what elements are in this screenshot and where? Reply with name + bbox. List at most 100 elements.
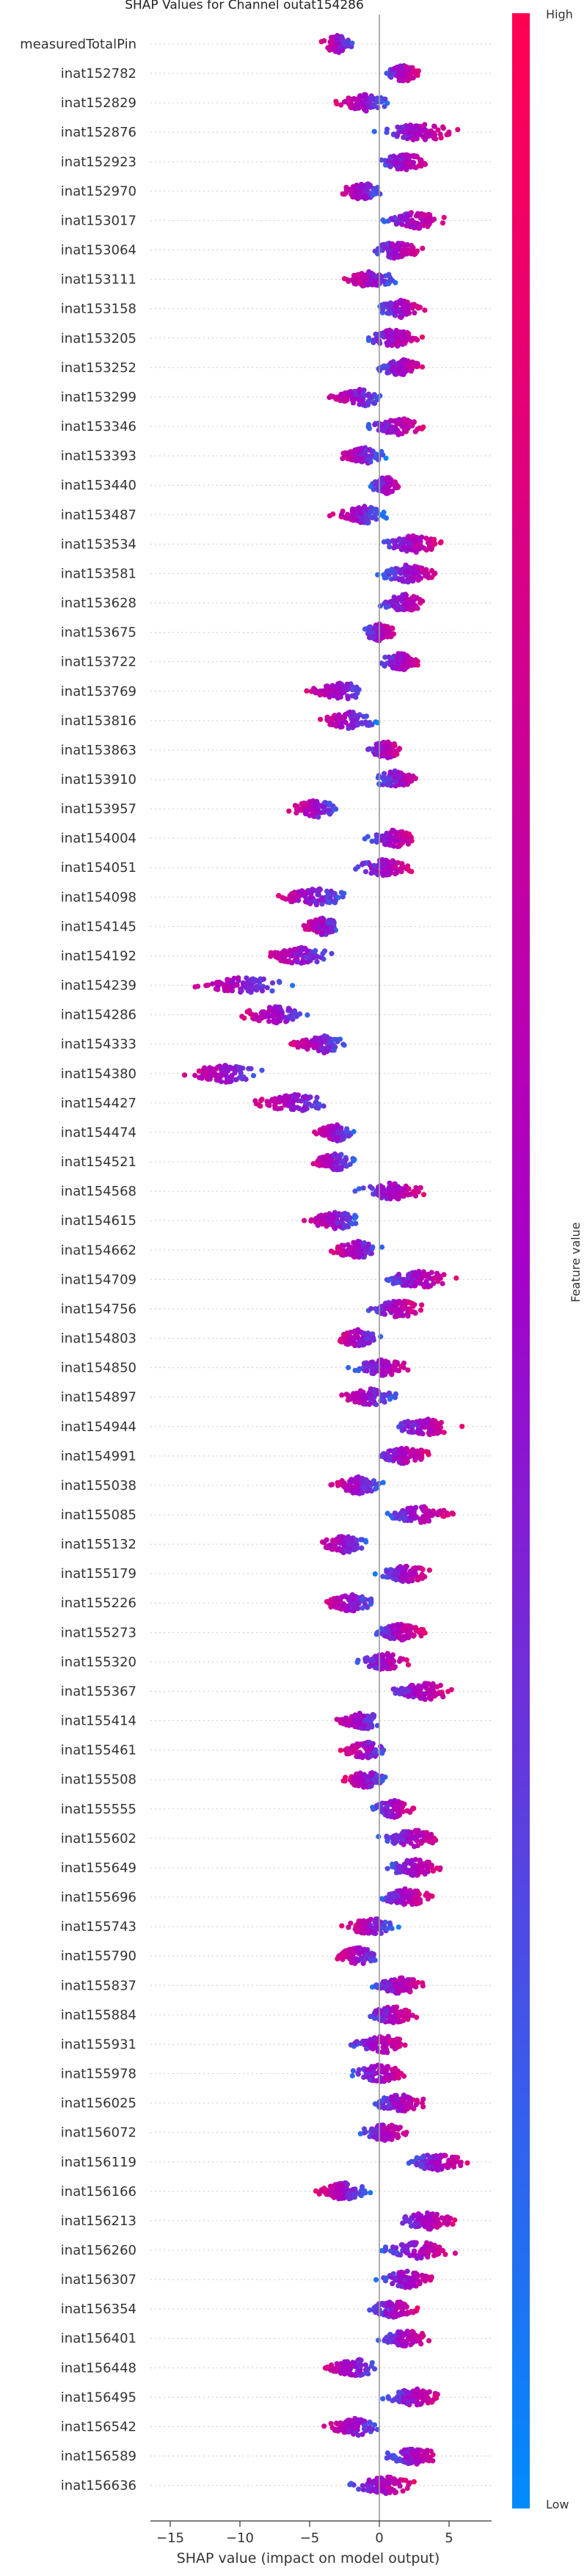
shap-point — [369, 838, 375, 844]
shap-point — [393, 1577, 399, 1583]
shap-point — [401, 1360, 407, 1366]
shap-point — [384, 342, 390, 348]
shap-point — [387, 1396, 393, 1402]
shap-point — [409, 869, 415, 875]
shap-point — [376, 456, 382, 462]
shap-point — [321, 1103, 327, 1109]
shap-point — [332, 890, 338, 897]
shap-point — [384, 101, 390, 106]
shap-point — [352, 447, 358, 453]
shap-point — [360, 1397, 366, 1403]
shap-point — [398, 241, 405, 247]
shap-point — [395, 340, 401, 346]
shap-point — [397, 1187, 404, 1193]
shap-point — [324, 1223, 329, 1229]
shap-point — [398, 1565, 404, 1571]
shap-point — [409, 1422, 416, 1429]
shap-point — [362, 1481, 368, 1487]
shap-point — [368, 393, 373, 399]
shap-point — [386, 1278, 392, 1284]
shap-point — [317, 887, 323, 892]
shap-point — [331, 713, 337, 719]
shap-point — [307, 950, 313, 956]
shap-point — [256, 1102, 262, 1108]
shap-point — [386, 1390, 392, 1396]
shap-point — [450, 1511, 456, 1517]
shap-point — [381, 572, 387, 578]
shap-point — [323, 683, 329, 689]
shap-point — [238, 988, 244, 994]
shap-point — [389, 342, 395, 348]
shap-point — [295, 1044, 302, 1050]
shap-point — [415, 1430, 421, 1436]
shap-point — [402, 660, 408, 666]
shap-point — [332, 46, 338, 52]
shap-point — [423, 1449, 429, 1455]
shap-point — [367, 513, 373, 519]
shap-point — [419, 1571, 425, 1577]
shap-point — [387, 769, 393, 775]
shap-point — [403, 134, 409, 139]
shap-point — [418, 1307, 424, 1313]
shap-point — [418, 211, 424, 217]
shap-point — [402, 1279, 408, 1285]
shap-point — [373, 273, 379, 280]
shap-point — [362, 869, 369, 875]
shap-point — [343, 719, 349, 726]
shap-point — [321, 38, 327, 44]
shap-point — [327, 1601, 333, 1607]
shap-point — [390, 538, 395, 544]
shap-point — [412, 223, 418, 229]
shap-point — [334, 37, 340, 43]
shap-point — [233, 1077, 238, 1083]
shap-point — [213, 1066, 219, 1072]
shap-point — [399, 605, 405, 611]
shap-point — [366, 190, 372, 196]
shap-point — [350, 509, 356, 515]
shap-point — [394, 1279, 400, 1285]
shap-point — [404, 223, 409, 229]
shap-point — [380, 480, 386, 486]
shap-point — [393, 371, 398, 377]
shap-point — [393, 864, 398, 870]
shap-point — [229, 979, 236, 985]
shap-point — [395, 432, 401, 437]
shap-point — [398, 310, 404, 316]
shap-point — [267, 1007, 273, 1013]
shap-point — [426, 1567, 433, 1573]
shap-point — [314, 1094, 320, 1100]
shap-point — [351, 1157, 357, 1163]
shap-point — [356, 1342, 362, 1349]
shap-point — [403, 835, 409, 841]
shap-point — [386, 834, 392, 840]
shap-point — [368, 1306, 374, 1311]
shap-point — [338, 1151, 344, 1157]
shap-point — [431, 1430, 437, 1436]
shap-point — [396, 77, 402, 84]
shap-point — [351, 96, 357, 102]
shap-point — [409, 1280, 415, 1286]
shap-point — [303, 1099, 309, 1105]
shap-point — [352, 106, 358, 112]
shap-point — [387, 305, 393, 311]
shap-point — [360, 1185, 366, 1191]
shap-point — [254, 1016, 260, 1022]
shap-point — [385, 247, 392, 253]
shap-point — [348, 451, 354, 457]
shap-point — [373, 516, 379, 523]
shap-point — [368, 509, 374, 514]
shap-point — [327, 694, 332, 700]
shap-point — [388, 1367, 394, 1372]
shap-point — [286, 808, 292, 814]
shap-point — [252, 986, 259, 992]
shap-point — [393, 779, 398, 785]
shap-point — [390, 859, 396, 865]
shap-point — [339, 1392, 345, 1398]
shap-point — [331, 920, 337, 925]
shap-point — [310, 810, 316, 816]
shap-point — [318, 955, 324, 961]
shap-point — [379, 448, 384, 454]
shap-point — [422, 137, 429, 142]
shap-point — [379, 98, 385, 104]
shap-point — [412, 564, 418, 570]
